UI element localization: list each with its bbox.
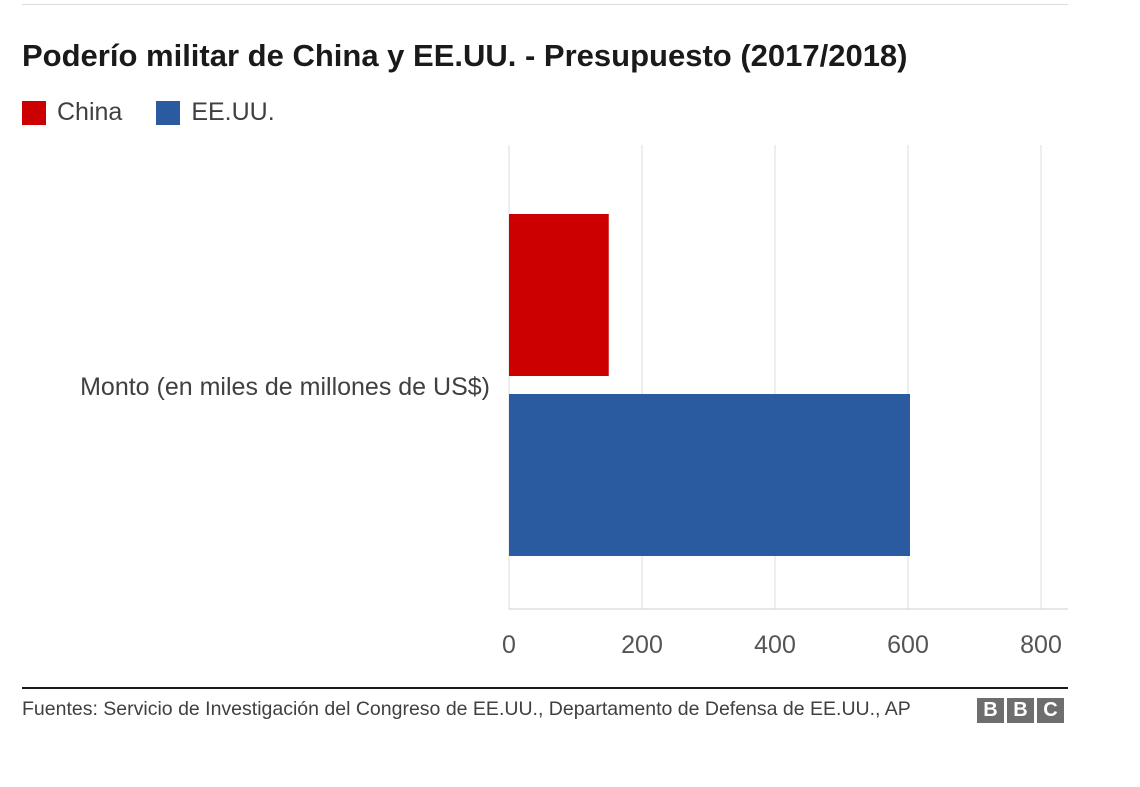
legend-label-us: EE.UU.	[191, 98, 275, 126]
legend-swatch-china	[22, 100, 46, 125]
bar-china	[509, 214, 609, 376]
x-tick-label: 800	[1020, 631, 1062, 659]
x-tick-label: 200	[621, 631, 663, 659]
chart-title: Poderío militar de China y EE.UU. - Pres…	[22, 38, 908, 73]
legend-swatch-us	[156, 100, 181, 125]
legend-item-us: EE.UU.	[156, 98, 275, 127]
x-tick-label: 400	[754, 631, 796, 659]
legend: China EE.UU.	[22, 98, 309, 127]
legend-label-china: China	[57, 98, 123, 126]
bottom-divider	[22, 687, 1068, 689]
top-divider	[22, 4, 1068, 5]
bbc-logo-letter: B	[977, 698, 1004, 723]
bar-us	[509, 394, 910, 556]
source-note: Fuentes: Servicio de Investigación del C…	[22, 698, 911, 720]
legend-item-china: China	[22, 98, 122, 127]
x-tick-label: 0	[502, 631, 516, 659]
bbc-logo-letter: B	[1007, 698, 1034, 723]
x-tick-label: 600	[887, 631, 929, 659]
bbc-logo-letter: C	[1037, 698, 1064, 723]
category-label: Monto (en miles de millones de US$)	[80, 373, 490, 401]
bbc-logo: B B C	[977, 698, 1067, 723]
